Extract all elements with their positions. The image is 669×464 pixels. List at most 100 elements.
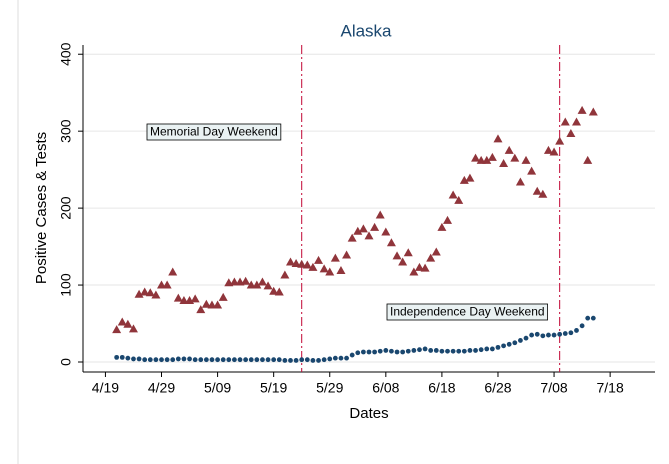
dot-point — [422, 346, 428, 352]
triangle-point — [213, 300, 223, 309]
dot-point — [114, 354, 120, 360]
triangle-point — [375, 210, 385, 219]
x-tick-label: 4/19 — [92, 380, 119, 396]
x-tick-label: 6/08 — [372, 380, 399, 396]
dot-point — [237, 357, 243, 363]
dot-point — [136, 356, 142, 362]
dot-point — [293, 358, 299, 363]
triangle-point — [549, 147, 559, 156]
dot-point — [203, 357, 209, 363]
triangle-point — [465, 173, 475, 182]
x-tick-label: 5/29 — [316, 380, 343, 396]
dot-point — [209, 357, 215, 363]
triangle-point — [482, 155, 492, 164]
dot-point — [220, 357, 226, 363]
triangle-point — [314, 255, 324, 264]
triangle-point — [302, 260, 312, 269]
dot-point — [377, 348, 383, 354]
triangle-point — [117, 317, 127, 326]
x-tick-label: 6/28 — [484, 380, 511, 396]
triangle-point — [297, 259, 307, 268]
dot-point — [518, 338, 523, 343]
dot-point — [534, 331, 540, 337]
y-tick-label: 200 — [58, 196, 74, 220]
triangle-point — [140, 287, 150, 296]
annotation-box — [386, 303, 548, 321]
dot-point — [215, 357, 220, 363]
triangle-point — [364, 231, 374, 240]
triangle-point — [409, 267, 419, 276]
x-tick-label: 5/19 — [260, 380, 287, 396]
triangle-point — [426, 253, 436, 262]
triangle-point — [493, 134, 503, 143]
dot-point — [226, 357, 232, 363]
triangle-point — [308, 262, 318, 271]
dot-point — [394, 349, 400, 355]
dot-point — [119, 354, 125, 360]
dot-point — [484, 346, 490, 352]
triangle-point — [162, 280, 172, 289]
triangle-point — [487, 152, 497, 161]
dot-point — [355, 350, 361, 356]
triangle-point — [347, 233, 357, 242]
chart-title: Alaska — [340, 21, 392, 40]
dot-point — [192, 357, 198, 363]
dot-point — [276, 357, 282, 363]
dot-point — [327, 356, 333, 362]
triangle-point — [538, 189, 548, 198]
annotation: Memorial Day Weekend — [150, 125, 278, 139]
triangle-point — [577, 105, 587, 114]
dot-point — [344, 355, 349, 361]
triangle-point — [196, 305, 206, 314]
triangle-point — [504, 145, 514, 154]
dot-point — [590, 315, 596, 321]
dot-point — [450, 348, 456, 354]
triangle-point — [330, 253, 340, 262]
x-tick-label: 7/08 — [540, 380, 567, 396]
dot-point — [260, 357, 265, 363]
triangle-point — [459, 175, 469, 184]
triangle-point — [443, 215, 453, 224]
dot-point — [310, 358, 316, 363]
dot-point — [506, 341, 512, 347]
triangle-point — [168, 267, 178, 276]
dot-point — [461, 348, 467, 354]
dot-point — [501, 343, 506, 349]
dot-point — [478, 347, 484, 353]
dot-point — [366, 349, 372, 355]
dot-point — [389, 348, 394, 354]
dot-point — [523, 335, 529, 341]
triangle-point — [280, 270, 290, 279]
dot-point — [349, 352, 355, 358]
x-tick-label: 5/09 — [204, 380, 231, 396]
dot-point — [411, 348, 417, 353]
triangle-point — [134, 289, 144, 298]
dot-point — [125, 355, 131, 361]
triangle-point — [274, 287, 284, 296]
dot-point — [579, 323, 585, 329]
dot-point — [540, 333, 546, 339]
dot-point — [557, 331, 563, 337]
x-tick-label: 4/29 — [148, 380, 175, 396]
triangle-point — [151, 290, 161, 299]
dot-point — [198, 357, 204, 363]
dot-point — [321, 357, 327, 363]
triangle-point — [532, 186, 542, 195]
triangle-point — [218, 292, 228, 301]
triangle-point — [420, 263, 430, 272]
triangle-point — [173, 293, 183, 302]
triangle-point — [583, 155, 593, 164]
dot-point — [170, 357, 176, 363]
dot-point — [265, 357, 271, 363]
dot-point — [585, 315, 591, 321]
triangle-point — [510, 153, 520, 162]
dot-point — [405, 348, 411, 354]
dot-point — [417, 347, 422, 353]
dot-point — [473, 348, 478, 353]
triangle-point — [263, 281, 273, 290]
triangle-point — [336, 265, 346, 274]
triangle-point — [325, 267, 335, 276]
x-tick-label: 6/18 — [428, 380, 455, 396]
